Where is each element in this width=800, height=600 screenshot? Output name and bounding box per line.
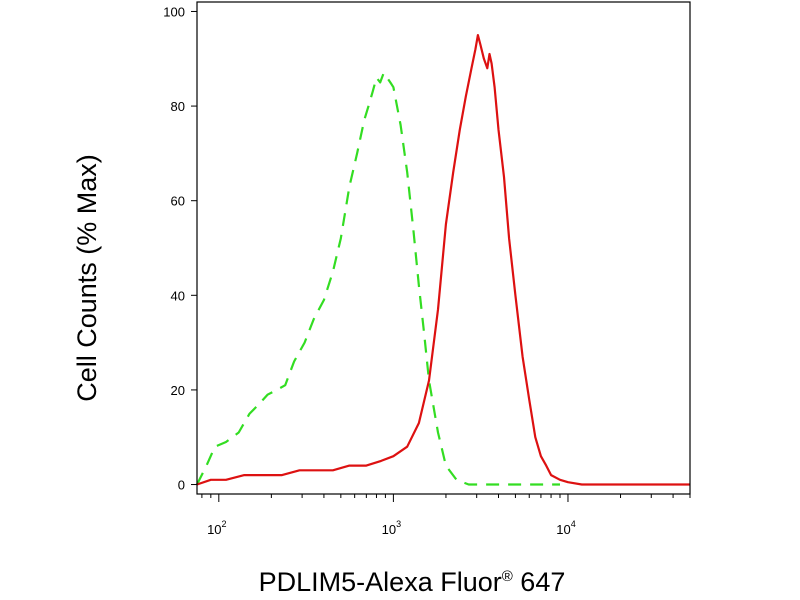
x-axis-label-registered-mark: ® <box>502 568 513 585</box>
x-tick-label: 102 <box>207 519 226 537</box>
y-tick-label: 20 <box>171 383 185 398</box>
x-axis: 102 103 104 <box>201 494 691 537</box>
y-tick-label: 100 <box>163 4 185 19</box>
y-tick-label: 40 <box>171 288 185 303</box>
y-tick-label: 60 <box>171 194 185 209</box>
x-axis-label-suffix: 647 <box>513 567 566 597</box>
series-layer <box>196 33 690 486</box>
x-axis-label: PDLIM5-Alexa Fluor® 647 <box>259 567 566 597</box>
series-line-2 <box>196 33 690 486</box>
y-axis: 0 20 40 60 80 100 <box>163 4 197 493</box>
x-axis-label-main: PDLIM5-Alexa Fluor <box>259 567 502 597</box>
y-tick-label: 80 <box>171 99 185 114</box>
series-line-1 <box>196 71 560 486</box>
plot-frame <box>196 1 691 495</box>
x-tick-label: 103 <box>382 519 401 537</box>
x-tick-label: 104 <box>556 519 575 537</box>
y-axis-label: Cell Counts (% Max) <box>72 154 102 402</box>
y-tick-label: 0 <box>178 478 185 493</box>
